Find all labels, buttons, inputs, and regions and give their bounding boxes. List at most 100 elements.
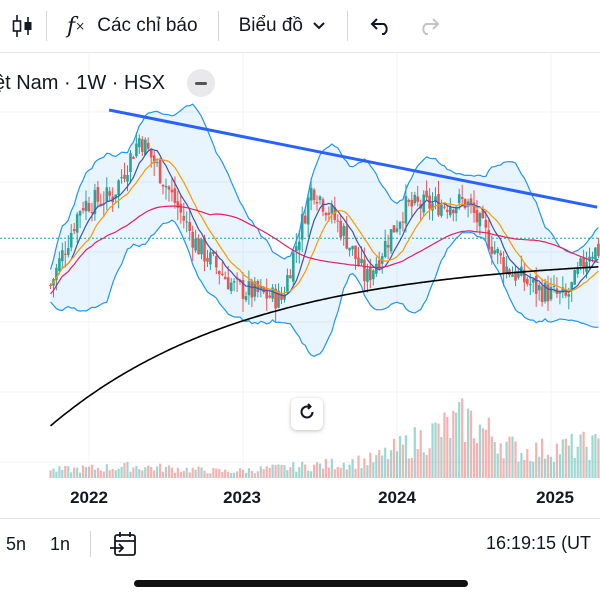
candle-body (283, 294, 286, 300)
candle-body (449, 207, 452, 216)
volume-bar (206, 473, 209, 478)
range-5n-button[interactable]: 5n (6, 533, 27, 554)
candle-body (176, 201, 180, 208)
volume-bar (469, 410, 473, 478)
price-chart[interactable] (0, 52, 600, 478)
reset-chart-button[interactable] (291, 398, 323, 430)
volume-bar (99, 470, 102, 478)
candle-body (268, 295, 271, 298)
candle-body (425, 190, 428, 198)
candle-body (463, 199, 467, 208)
candle-body (357, 257, 360, 266)
candle-body (478, 213, 482, 227)
volume-bar (517, 461, 520, 478)
candle-body (149, 149, 153, 158)
candle-body (229, 282, 233, 292)
candle-body (72, 229, 76, 232)
range-1n-button[interactable]: 1n (50, 533, 71, 554)
clock-timezone[interactable]: 16:19:15 (UT (486, 533, 592, 553)
candle-body (256, 281, 260, 293)
candle-body (354, 245, 357, 260)
volume-bar (375, 455, 378, 478)
volume-bar (360, 468, 363, 478)
candle-body (591, 256, 594, 259)
volume-bar (144, 467, 147, 478)
volume-bar (425, 454, 428, 478)
candle-body (484, 219, 488, 228)
candle-body (306, 197, 310, 225)
candle-body (144, 139, 147, 155)
undo-button[interactable] (348, 0, 392, 52)
indicators-button[interactable]: f × Các chỉ báo (47, 0, 198, 52)
volume-bar (224, 469, 227, 478)
volume-bar (93, 469, 96, 478)
volume-bar (129, 471, 132, 478)
volume-bar (404, 435, 407, 478)
candle-body (431, 203, 434, 211)
volume-bar (120, 466, 123, 478)
volume-bar (475, 443, 479, 478)
volume-bar (588, 459, 591, 478)
candle-body (295, 246, 298, 252)
candle-body (200, 239, 203, 255)
volume-bar (464, 441, 467, 478)
volume-bar (369, 452, 372, 478)
candle-body (203, 237, 206, 262)
bollinger-lower (50, 219, 599, 357)
volume-bar (313, 464, 316, 478)
volume-bar (594, 433, 597, 478)
symbol-title[interactable]: ệt Nam · 1W · HSX (0, 71, 166, 94)
volume-bar (576, 446, 579, 478)
volume-bar (230, 473, 233, 478)
candle-body (298, 241, 301, 251)
go-to-date-icon[interactable] (109, 531, 137, 557)
volume-bar (244, 472, 248, 478)
volume-bar (250, 471, 253, 478)
candle-body (531, 279, 535, 283)
candle-body (61, 250, 64, 262)
volume-bar (597, 438, 600, 478)
candle-body (141, 139, 144, 152)
candle-body (540, 286, 544, 302)
candle-body (490, 246, 494, 254)
ma-pink-line (50, 205, 599, 295)
volume-bar (105, 464, 108, 478)
volume-bar (431, 423, 434, 478)
volume-bar (194, 469, 197, 478)
volume-bar (126, 462, 129, 478)
volume-bar (188, 472, 191, 478)
volume-bar (544, 458, 547, 478)
volume-bar (259, 466, 262, 478)
collapse-legend-button[interactable] (187, 69, 216, 97)
chart-type-button[interactable]: Biểu đồ (219, 0, 325, 52)
volume-bar (185, 467, 188, 478)
volume-bar (200, 467, 203, 478)
volume-bar (552, 461, 556, 478)
volume-bar (170, 467, 173, 478)
candle-body (452, 209, 455, 214)
candle-body (271, 287, 274, 299)
candle-body (529, 284, 532, 286)
candlestick-icon[interactable] (0, 0, 46, 52)
volume-bar (505, 441, 508, 478)
volume-bar (256, 471, 259, 478)
candle-body (78, 211, 82, 216)
ma-black-line (49, 266, 599, 427)
redo-button[interactable] (392, 0, 440, 52)
volume-bar (487, 417, 490, 478)
candle-body (81, 208, 85, 211)
volume-bar (327, 467, 330, 478)
candle-body (64, 253, 67, 255)
volume-bar (395, 451, 399, 478)
volume-bar (153, 470, 156, 478)
volume-bar (212, 468, 215, 478)
volume-bar (274, 465, 277, 478)
candle-body (315, 202, 319, 204)
volume-bar (64, 465, 67, 478)
bottom-divider (90, 531, 92, 557)
volume-bar (79, 472, 82, 478)
candle-body (75, 214, 79, 233)
volume-bar (271, 464, 274, 478)
bollinger-band-fill (50, 104, 599, 357)
candle-body (221, 273, 224, 275)
